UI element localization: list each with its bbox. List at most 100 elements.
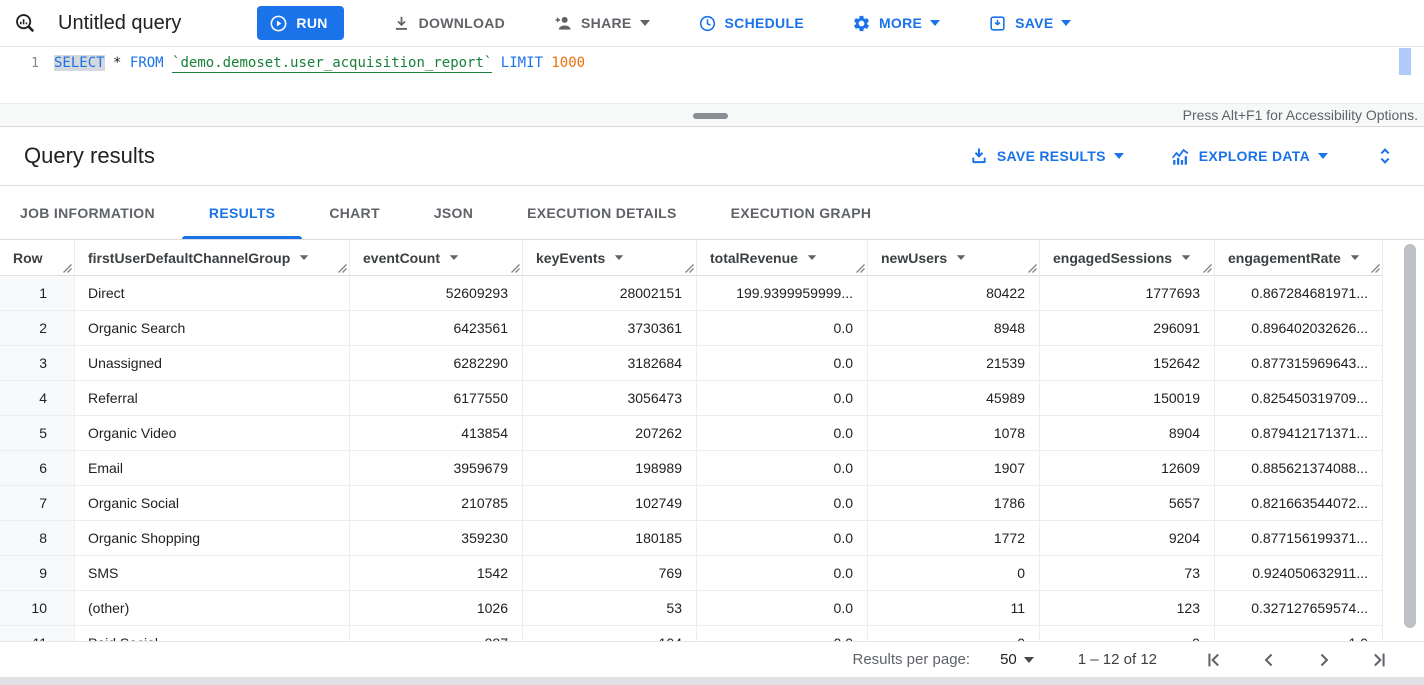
table-cell[interactable]: 0.0 (697, 451, 868, 485)
unfold-icon[interactable] (1374, 144, 1396, 168)
table-cell[interactable]: 0.327127659574... (1215, 591, 1383, 625)
table-cell[interactable]: 0.0 (697, 556, 868, 590)
tab-execution-details[interactable]: EXECUTION DETAILS (527, 204, 677, 221)
table-cell[interactable]: 0.867284681971... (1215, 276, 1383, 310)
share-button[interactable]: SHARE (553, 13, 650, 33)
table-cell[interactable]: 1907 (868, 451, 1040, 485)
table-cell[interactable]: Paid Social (75, 626, 350, 641)
table-cell[interactable]: 8948 (868, 311, 1040, 345)
column-header-newusers[interactable]: newUsers (868, 240, 1040, 275)
column-resize-handle[interactable] (685, 264, 694, 273)
table-cell[interactable]: 0.0 (697, 381, 868, 415)
table-cell[interactable]: 1772 (868, 521, 1040, 555)
table-cell[interactable]: 198989 (523, 451, 697, 485)
column-resize-handle[interactable] (511, 264, 520, 273)
sql-code-line[interactable]: SELECT * FROM `demo.demoset.user_acquisi… (54, 47, 585, 103)
table-cell[interactable]: Email (75, 451, 350, 485)
schedule-button[interactable]: SCHEDULE (698, 14, 804, 33)
table-cell[interactable]: 102749 (523, 486, 697, 520)
table-cell[interactable]: 1078 (868, 416, 1040, 450)
table-cell[interactable]: 8904 (1040, 416, 1215, 450)
tab-json[interactable]: JSON (433, 204, 474, 221)
tab-job-information[interactable]: JOB INFORMATION (20, 204, 155, 221)
table-cell[interactable]: 6282290 (350, 346, 523, 380)
sort-caret-icon[interactable] (614, 254, 624, 261)
table-cell[interactable]: 6423561 (350, 311, 523, 345)
column-header-eventcount[interactable]: eventCount (350, 240, 523, 275)
table-cell[interactable]: 0.877156199371... (1215, 521, 1383, 555)
tab-results[interactable]: RESULTS (181, 186, 303, 239)
table-cell[interactable]: 199.9399959999... (697, 276, 868, 310)
column-header-keyevents[interactable]: keyEvents (523, 240, 697, 275)
table-cell[interactable]: 0 (868, 556, 1040, 590)
tab-chart[interactable]: CHART (329, 204, 380, 221)
previous-page-button[interactable] (1258, 649, 1280, 671)
table-cell[interactable]: 3959679 (350, 451, 523, 485)
table-cell[interactable]: 210785 (350, 486, 523, 520)
table-cell[interactable]: 0.0 (697, 486, 868, 520)
table-cell[interactable]: 6177550 (350, 381, 523, 415)
table-cell[interactable]: 152642 (1040, 346, 1215, 380)
column-header-firstuserdefaultchannelgroup[interactable]: firstUserDefaultChannelGroup (75, 240, 350, 275)
table-cell[interactable]: Organic Video (75, 416, 350, 450)
sort-caret-icon[interactable] (449, 254, 459, 261)
column-resize-handle[interactable] (1028, 264, 1037, 273)
column-resize-handle[interactable] (1203, 264, 1212, 273)
table-cell[interactable]: 1.0 (1215, 626, 1383, 641)
table-cell[interactable]: Organic Shopping (75, 521, 350, 555)
table-cell[interactable]: 52609293 (350, 276, 523, 310)
table-cell[interactable]: 0.0 (697, 311, 868, 345)
sort-caret-icon[interactable] (1181, 254, 1191, 261)
table-cell[interactable]: 0 (868, 626, 1040, 641)
table-cell[interactable]: 3056473 (523, 381, 697, 415)
next-page-button[interactable] (1313, 649, 1335, 671)
table-cell[interactable]: 9204 (1040, 521, 1215, 555)
table-cell[interactable]: 0.0 (697, 591, 868, 625)
table-cell[interactable]: 207262 (523, 416, 697, 450)
table-cell[interactable]: 1777693 (1040, 276, 1215, 310)
table-cell[interactable]: 0.924050632911... (1215, 556, 1383, 590)
table-cell[interactable]: 0.879412171371... (1215, 416, 1383, 450)
table-cell[interactable]: Organic Social (75, 486, 350, 520)
table-cell[interactable]: 180185 (523, 521, 697, 555)
horizontal-scrollbar[interactable] (0, 677, 1424, 685)
page-size-select[interactable]: 50 (1000, 651, 1034, 668)
column-header-engagementrate[interactable]: engagementRate (1215, 240, 1383, 275)
table-cell[interactable]: 0.896402032626... (1215, 311, 1383, 345)
table-cell[interactable]: 1542 (350, 556, 523, 590)
table-scrollbar-thumb[interactable] (1404, 244, 1416, 628)
table-cell[interactable]: 1786 (868, 486, 1040, 520)
table-cell[interactable]: Direct (75, 276, 350, 310)
column-resize-handle[interactable] (1371, 264, 1380, 273)
sort-caret-icon[interactable] (1350, 254, 1360, 261)
table-cell[interactable]: 123 (1040, 591, 1215, 625)
column-header-totalrevenue[interactable]: totalRevenue (697, 240, 868, 275)
table-cell[interactable]: Unassigned (75, 346, 350, 380)
table-cell[interactable]: 1026 (350, 591, 523, 625)
table-cell[interactable]: SMS (75, 556, 350, 590)
table-cell[interactable]: 413854 (350, 416, 523, 450)
column-resize-handle[interactable] (856, 264, 865, 273)
table-cell[interactable]: Organic Search (75, 311, 350, 345)
table-cell[interactable]: 0.825450319709... (1215, 381, 1383, 415)
table-cell[interactable]: 5657 (1040, 486, 1215, 520)
table-cell[interactable]: 769 (523, 556, 697, 590)
table-cell[interactable]: 0.0 (697, 416, 868, 450)
table-cell[interactable]: 3730361 (523, 311, 697, 345)
table-cell[interactable]: 3182684 (523, 346, 697, 380)
table-cell[interactable]: 104 (523, 626, 697, 641)
save-results-button[interactable]: SAVE RESULTS (969, 146, 1124, 166)
column-header-engagedsessions[interactable]: engagedSessions (1040, 240, 1215, 275)
table-cell[interactable]: 0.821663544072... (1215, 486, 1383, 520)
sort-caret-icon[interactable] (807, 254, 817, 261)
table-cell[interactable]: 0.885621374088... (1215, 451, 1383, 485)
table-cell[interactable]: 359230 (350, 521, 523, 555)
table-cell[interactable]: 11 (868, 591, 1040, 625)
table-cell[interactable]: 0.0 (697, 521, 868, 555)
explore-data-button[interactable]: EXPLORE DATA (1170, 146, 1328, 167)
table-cell[interactable]: 53 (523, 591, 697, 625)
table-cell[interactable]: 21539 (868, 346, 1040, 380)
table-cell[interactable]: 0.0 (697, 626, 868, 641)
table-cell[interactable]: 73 (1040, 556, 1215, 590)
download-button[interactable]: DOWNLOAD (392, 14, 505, 33)
